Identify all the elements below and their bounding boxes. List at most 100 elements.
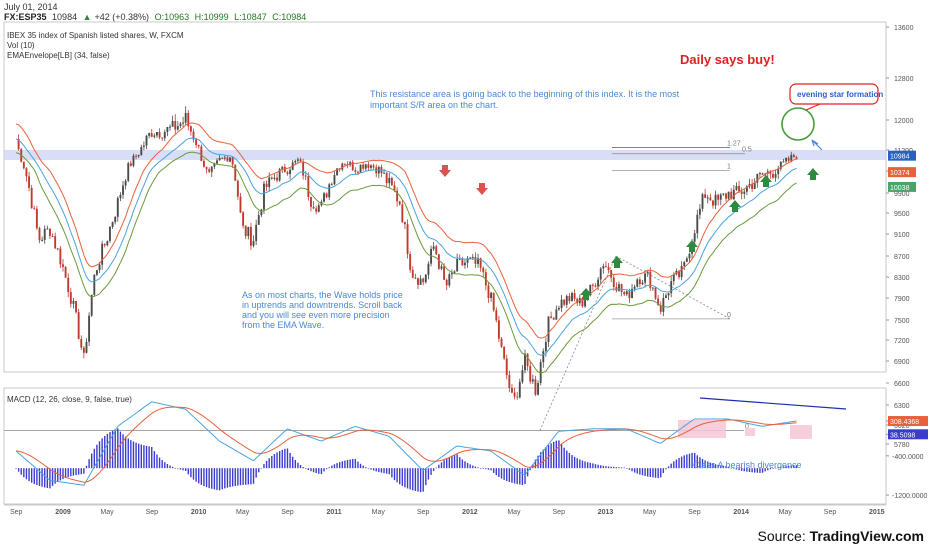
wave-note: As on most charts, the Wave holds price i…	[242, 290, 403, 330]
macd-histogram-bar	[746, 468, 748, 472]
macd-histogram-bar	[790, 465, 792, 469]
macd-histogram-bar	[714, 464, 717, 469]
candle-body	[479, 258, 482, 268]
candle	[748, 178, 751, 189]
macd-histogram-bar	[717, 464, 719, 469]
macd-histogram-bar	[613, 466, 615, 469]
candle	[610, 269, 613, 283]
macd-histogram-bar	[639, 468, 641, 475]
candle-body	[445, 279, 448, 286]
candle-body	[620, 284, 623, 293]
x-tick-label: Sep	[824, 509, 837, 516]
candle-body	[200, 146, 203, 161]
candle	[735, 182, 738, 191]
macd-histogram-bar	[64, 468, 67, 479]
y-tick-label: 6020	[894, 423, 910, 430]
macd-histogram-bar	[41, 468, 43, 487]
candle	[542, 348, 545, 368]
candle-body	[182, 122, 184, 124]
candle	[503, 346, 506, 361]
x-tick-label: 2010	[191, 509, 207, 516]
candle	[701, 192, 704, 212]
candle	[216, 158, 218, 165]
volume-indicator-label: Vol (10)	[7, 41, 35, 50]
candle-body	[351, 162, 354, 171]
macd-histogram-bar	[174, 467, 176, 469]
y-tick-label: 8700	[894, 254, 910, 261]
candle	[270, 176, 273, 180]
macd-histogram-bar	[688, 453, 691, 469]
candle-body	[156, 132, 158, 136]
macd-histogram-bar	[573, 456, 576, 469]
candle	[597, 277, 600, 291]
candle-body	[56, 248, 59, 250]
candle	[654, 286, 657, 300]
macd-histogram-bar	[127, 438, 129, 469]
macd-histogram-bar	[49, 468, 51, 489]
candle	[312, 201, 315, 210]
candle-body	[432, 246, 435, 249]
candle-body	[166, 126, 169, 132]
candle-body	[631, 288, 633, 299]
candle	[171, 115, 174, 128]
candle-body	[646, 271, 649, 274]
candle-body	[294, 160, 297, 163]
candle	[727, 191, 730, 201]
macd-histogram-bar	[291, 456, 294, 469]
candle-body	[584, 300, 586, 307]
fib-trend-line	[539, 255, 617, 431]
macd-histogram-bar	[652, 468, 654, 478]
macd-histogram-bar	[218, 468, 221, 491]
macd-histogram-bar	[696, 455, 698, 469]
candle-body	[323, 193, 325, 202]
candle	[385, 172, 388, 187]
candle-body	[769, 171, 772, 174]
macd-histogram-bar	[111, 430, 114, 469]
candle	[558, 305, 560, 311]
candle-body	[453, 271, 456, 273]
x-tick-label: 2015	[869, 509, 885, 516]
candle	[333, 171, 336, 186]
candle	[571, 291, 573, 302]
candle-body	[424, 274, 427, 283]
candle	[75, 300, 77, 314]
macd-histogram-bar	[498, 468, 500, 477]
macd-histogram-bar	[396, 468, 398, 483]
macd-histogram-bar	[709, 462, 712, 469]
candle-body	[48, 228, 51, 237]
candle-body	[644, 273, 647, 283]
candle-body	[82, 347, 85, 353]
candle-body	[263, 183, 265, 210]
macd-histogram-bar	[597, 464, 599, 469]
candle	[649, 267, 652, 291]
macd-histogram-bar	[380, 468, 383, 473]
macd-histogram-bar	[712, 463, 714, 469]
macd-histogram-bar	[302, 466, 304, 469]
candle	[380, 164, 383, 178]
candle	[310, 196, 312, 212]
small-down-arrow-icon	[811, 139, 823, 151]
candle-body	[255, 224, 258, 242]
candle	[210, 165, 213, 177]
candle-body	[516, 396, 519, 398]
candle	[296, 157, 299, 164]
macd-histogram-bar	[140, 444, 142, 469]
macd-histogram-bar	[28, 468, 30, 482]
ema-envelope-indicator-label: EMAEnvelope[LB] (34, false)	[7, 51, 110, 60]
macd-histogram-bar	[72, 468, 75, 476]
candle-body	[390, 177, 393, 186]
macd-histogram-bar	[98, 441, 101, 469]
candle	[732, 185, 735, 200]
macd-histogram-bar	[208, 468, 210, 489]
macd-histogram-bar	[464, 461, 466, 469]
macd-histogram-bar	[600, 465, 602, 469]
candle	[537, 380, 540, 396]
macd-histogram-bar	[383, 468, 385, 474]
macd-histogram-bar	[670, 463, 672, 469]
candle-body	[727, 191, 730, 199]
symbol-name[interactable]: FX:ESP35	[4, 12, 47, 22]
macd-histogram-bar	[774, 467, 777, 469]
candle	[388, 172, 391, 189]
macd-histogram-bar	[451, 455, 453, 469]
x-tick-label: 2013	[598, 509, 614, 516]
